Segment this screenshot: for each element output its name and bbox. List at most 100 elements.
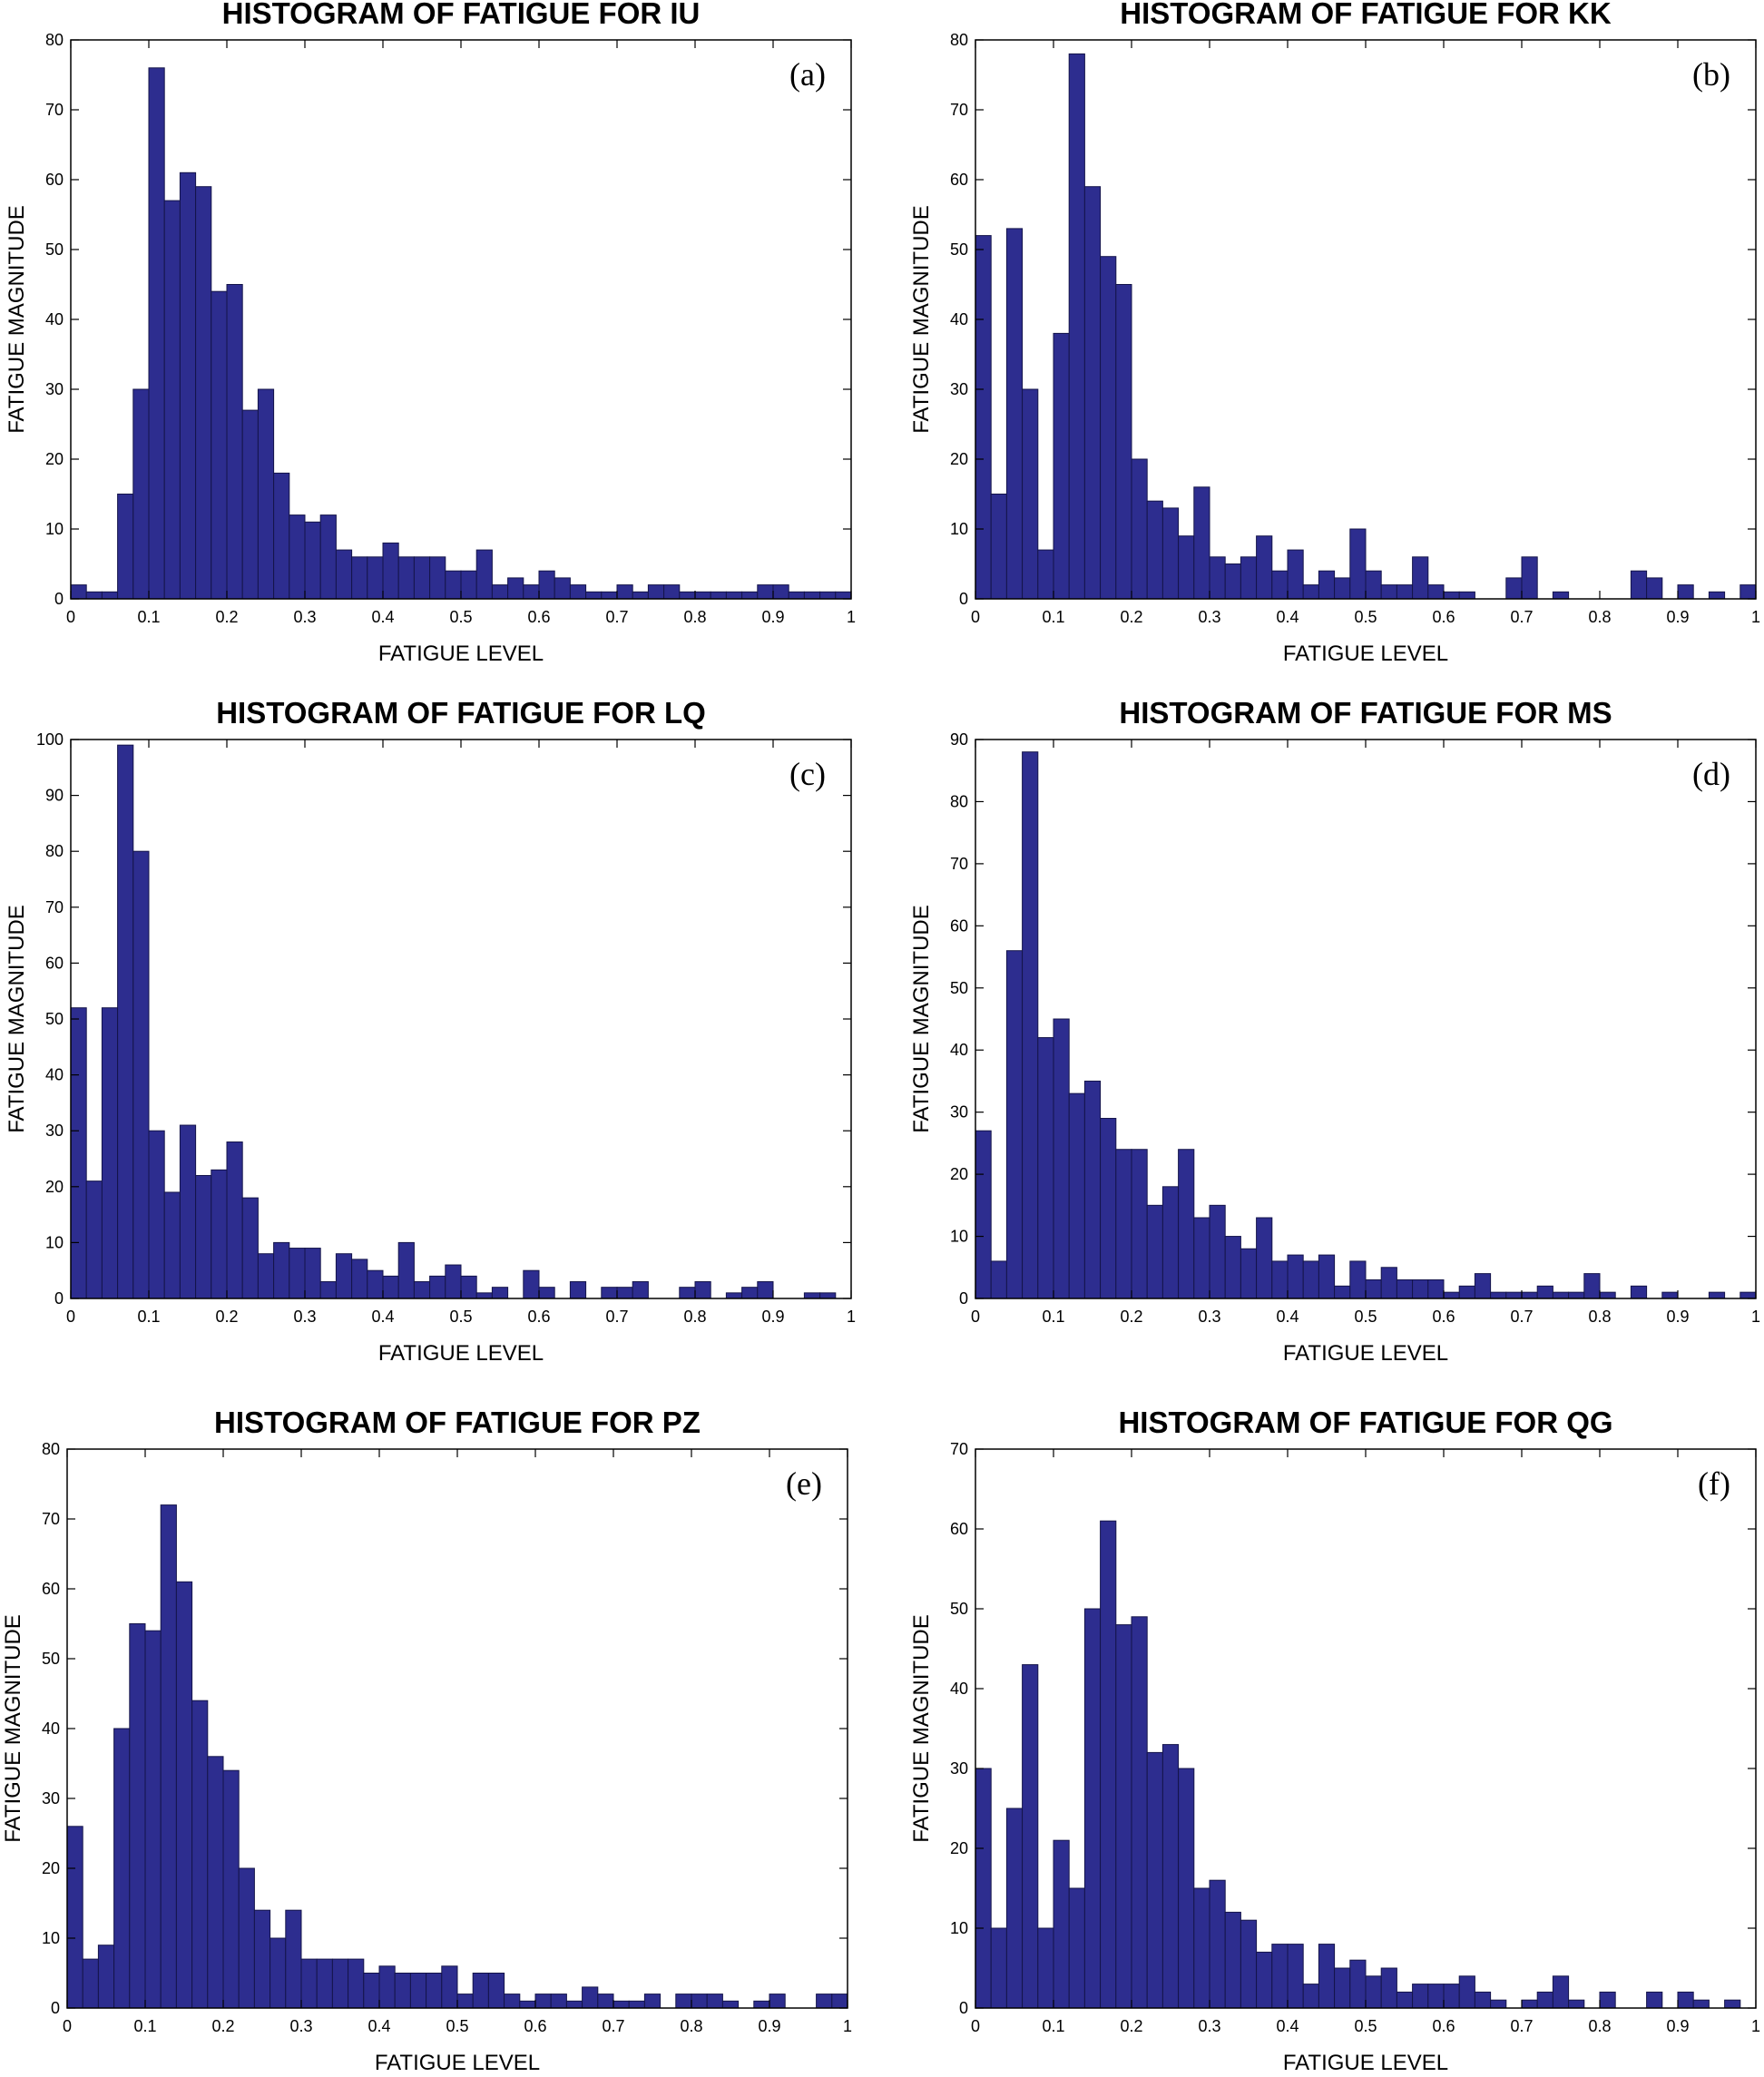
histogram-bar xyxy=(1599,1291,1616,1299)
x-tick-label: 1 xyxy=(1751,2017,1760,2035)
x-tick-label: 0.6 xyxy=(1432,2017,1455,2035)
y-tick-label: 70 xyxy=(42,1510,60,1528)
histogram-bar xyxy=(1302,1984,1319,2009)
histogram-bar xyxy=(66,1826,83,2009)
histogram-bar xyxy=(675,1994,692,2009)
histogram-bar xyxy=(82,1958,99,2009)
histogram-bar xyxy=(319,1281,337,1299)
y-tick-label: 40 xyxy=(42,1719,60,1738)
x-tick-label: 0.3 xyxy=(1198,2017,1220,2035)
histogram-bar xyxy=(226,1141,243,1299)
histogram-bar xyxy=(367,1269,384,1299)
histogram-bar xyxy=(710,591,727,600)
histogram-bar xyxy=(975,235,992,600)
panel-label: (b) xyxy=(1692,56,1730,93)
histogram-bar xyxy=(289,514,306,600)
histogram-bar xyxy=(538,570,555,600)
histogram-bar xyxy=(1318,1944,1336,2009)
histogram-bar xyxy=(1287,549,1304,600)
x-tick-label: 0.1 xyxy=(1042,2017,1064,2035)
histogram-bar xyxy=(241,409,259,600)
histogram-bar xyxy=(1271,1944,1289,2009)
histogram-bar xyxy=(1161,1744,1180,2009)
histogram-bar xyxy=(1131,458,1148,600)
histogram-bar xyxy=(97,1945,115,2009)
histogram-bar xyxy=(257,1253,275,1299)
x-tick-label: 0.2 xyxy=(1120,2017,1142,2035)
histogram-bar xyxy=(1287,1944,1304,2009)
histogram-bar xyxy=(304,1248,321,1299)
chart-title: HISTOGRAM OF FATIGUE FOR KK xyxy=(1120,0,1612,30)
histogram-bar xyxy=(1178,1149,1195,1299)
histogram-bar xyxy=(1365,1279,1382,1299)
histogram-bar xyxy=(1083,186,1102,600)
histogram-bar xyxy=(990,1927,1007,2009)
histogram-bar xyxy=(475,549,493,600)
histogram-bar xyxy=(1521,1999,1538,2009)
histogram-bar xyxy=(1443,1291,1460,1299)
x-tick-label: 0.3 xyxy=(1198,608,1220,626)
histogram-bar xyxy=(1380,1967,1397,2009)
histogram-bar xyxy=(1380,1267,1397,1299)
histogram-bar xyxy=(679,1287,696,1299)
y-tick-label: 80 xyxy=(45,31,64,49)
x-tick-label: 0.4 xyxy=(1276,2017,1298,2035)
histogram-bar xyxy=(319,514,337,600)
histogram-bar xyxy=(148,1130,165,1299)
histogram-bar xyxy=(1536,1285,1553,1299)
histogram-bar xyxy=(289,1248,306,1299)
x-tick-label: 0.5 xyxy=(446,2017,468,2035)
histogram-bar xyxy=(975,1130,992,1299)
histogram-bar xyxy=(101,1007,119,1299)
histogram-bar xyxy=(348,1958,365,2009)
histogram-panel-e: 0 10 20 30 40 50 60 70 80 0 0.1 0.2 0.3 0.4 0.5 0.6 0.7 0… xyxy=(1,1406,852,2075)
histogram-bar xyxy=(195,186,212,600)
histogram-bar xyxy=(1443,1984,1460,2009)
histogram-bar xyxy=(507,577,524,600)
histogram-bar xyxy=(628,2000,645,2009)
y-tick-label: 0 xyxy=(54,1289,64,1308)
histogram-bar xyxy=(1287,1254,1304,1299)
histogram-bar xyxy=(1552,1291,1570,1299)
histogram-bar xyxy=(429,556,446,600)
histogram-bar xyxy=(211,290,228,600)
chart-title: HISTOGRAM OF FATIGUE FOR QG xyxy=(1118,1406,1612,1439)
histogram-bar xyxy=(429,1275,446,1299)
histogram-bar xyxy=(601,591,618,600)
x-tick-label: 0.7 xyxy=(602,2017,624,2035)
y-tick-label: 10 xyxy=(45,1233,64,1251)
y-tick-label: 0 xyxy=(959,590,968,608)
histogram-bar xyxy=(1193,1217,1210,1299)
histogram-bar xyxy=(270,1937,287,2009)
x-tick-label: 0.9 xyxy=(761,1308,784,1326)
histogram-bar xyxy=(597,1994,614,2009)
histogram-bar xyxy=(1677,1991,1694,2009)
histogram-bar xyxy=(335,1253,353,1299)
histogram-bar xyxy=(1053,1839,1070,2009)
histogram-bar xyxy=(1349,528,1367,600)
histogram-bar xyxy=(1583,1273,1601,1299)
y-axis-label: FATIGUE MAGNITUDE xyxy=(1,1614,25,1843)
histogram-bar xyxy=(1692,1999,1710,2009)
histogram-bar xyxy=(117,744,134,1299)
histogram-bar xyxy=(1022,388,1039,600)
histogram-bar xyxy=(456,1994,474,2009)
x-tick-label: 0.8 xyxy=(1588,1308,1611,1326)
histogram-bar xyxy=(725,591,743,600)
x-tick-label: 0.9 xyxy=(1666,2017,1689,2035)
chart-title: HISTOGRAM OF FATIGUE FOR MS xyxy=(1119,696,1612,730)
histogram-bar xyxy=(1427,584,1445,600)
histogram-bar xyxy=(694,1281,711,1299)
y-axis-label: FATIGUE MAGNITUDE xyxy=(909,205,934,434)
histogram-bar xyxy=(1100,256,1117,600)
histogram-bar xyxy=(663,584,681,600)
histogram-bar xyxy=(554,577,571,600)
histogram-bar xyxy=(1037,1037,1054,1299)
histogram-bar xyxy=(1131,1616,1148,2009)
x-tick-label: 0.6 xyxy=(527,608,550,626)
histogram-bar xyxy=(1240,556,1258,600)
panel-label: (c) xyxy=(789,756,826,792)
histogram-bar xyxy=(70,584,87,600)
histogram-bar xyxy=(1474,1991,1492,2009)
histogram-bar xyxy=(163,200,181,600)
